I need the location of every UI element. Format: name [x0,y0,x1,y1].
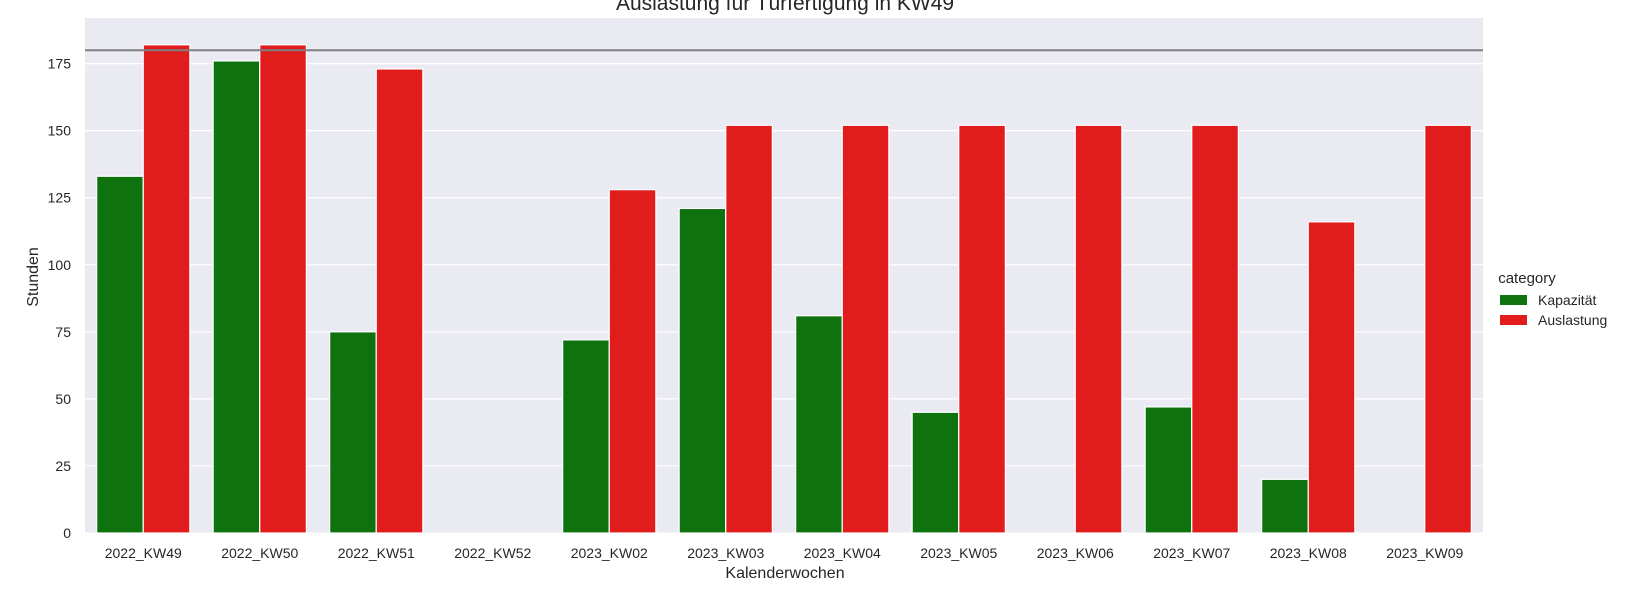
x-axis-ticks: 2022_KW49 2022_KW50 2022_KW51 2022_KW52 2023… [105,545,1464,561]
legend-swatch [1500,295,1527,305]
x-tick-label: 2023_KW05 [920,545,997,561]
plot-area [85,18,1483,533]
y-tick-label: 150 [48,123,72,139]
bar-auslastung-2023_kw02 [608,189,657,534]
y-tick-label: 50 [55,391,71,407]
y-tick-label: 175 [48,56,72,72]
bar-kapazit-t-2022_kw50 [212,60,261,534]
bar-kapazit-t-2023_kw08 [1261,478,1309,534]
y-tick-label: 25 [55,458,71,474]
bar-kapazit-t-2023_kw05 [911,411,960,534]
x-tick-label: 2023_KW09 [1386,545,1463,561]
x-tick-label: 2022_KW50 [221,545,298,561]
bar-auslastung-2022_kw50 [259,44,307,534]
x-tick-label: 2023_KW08 [1270,545,1347,561]
legend-title: category [1498,270,1556,287]
y-axis-ticks: 0 25 50 75 100 125 150 175 [48,56,72,541]
x-tick-label: 2023_KW04 [804,545,881,561]
x-tick-label: 2023_KW06 [1037,545,1114,561]
bar-auslastung-2023_kw03 [725,124,773,534]
bar-auslastung-2023_kw04 [841,124,890,534]
bar-kapazit-t-2023_kw03 [678,207,727,534]
bar-auslastung-2023_kw07 [1191,124,1239,534]
bar-auslastung-2022_kw49 [142,44,191,534]
bar-auslastung-2023_kw06 [1074,124,1123,534]
bars [96,44,1472,534]
legend-item-label: Auslastung [1538,312,1607,328]
x-tick-label: 2022_KW51 [338,545,415,561]
chart-title: Auslastung für Türfertigung in KW49 [616,0,954,15]
x-tick-label: 2022_KW52 [454,545,531,561]
x-tick-label: 2023_KW02 [571,545,648,561]
y-tick-label: 100 [48,257,72,273]
legend-item-label: Kapazität [1538,292,1596,308]
bar-kapazit-t-2022_kw49 [96,175,144,534]
bar-auslastung-2023_kw05 [958,124,1006,534]
legend-swatch [1500,315,1527,325]
x-tick-label: 2022_KW49 [105,545,182,561]
bar-auslastung-2023_kw08 [1307,221,1356,534]
y-axis-label: Stunden [25,247,42,307]
bar-kapazit-t-2023_kw02 [562,339,610,534]
x-tick-label: 2023_KW07 [1153,545,1230,561]
y-tick-label: 125 [48,190,72,206]
bar-auslastung-2022_kw51 [375,68,424,534]
bar-auslastung-2023_kw09 [1424,124,1472,534]
bar-kapazit-t-2023_kw04 [795,315,843,534]
x-axis-label: Kalenderwochen [725,565,844,582]
y-tick-label: 75 [55,324,71,340]
legend: category Kapazität Auslastung [1498,270,1607,328]
bar-kapazit-t-2022_kw51 [329,331,377,534]
gridlines [85,62,1483,534]
y-tick-label: 0 [63,525,71,541]
x-tick-label: 2023_KW03 [687,545,764,561]
bar-kapazit-t-2023_kw07 [1144,406,1193,534]
